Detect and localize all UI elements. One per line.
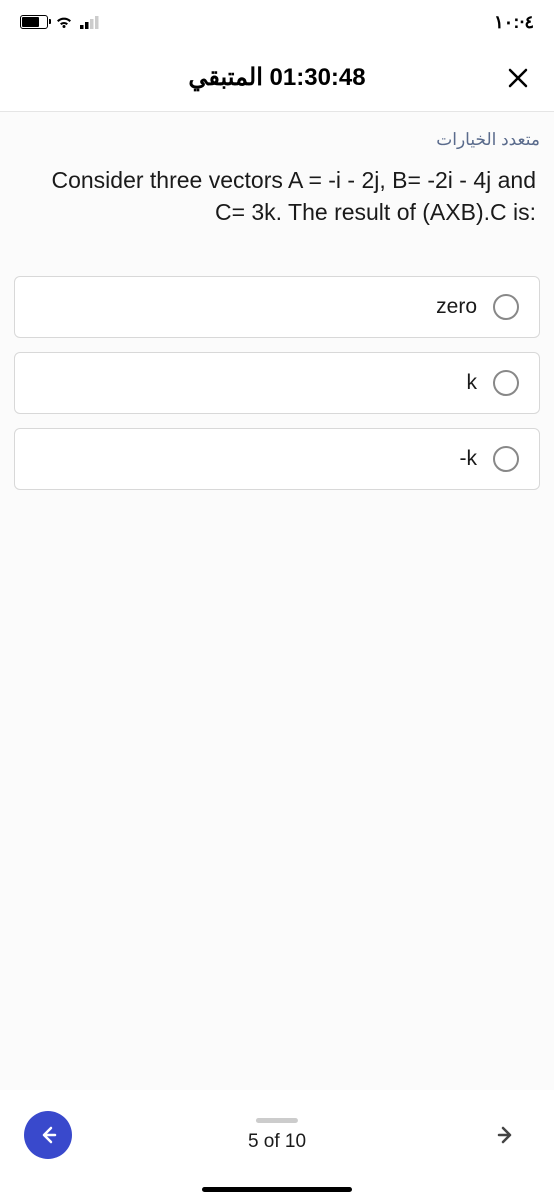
option-1[interactable]: zero [14,276,540,338]
status-left [20,15,102,30]
content-area: متعدد الخيارات Consider three vectors A … [0,112,554,1090]
question-text: Consider three vectors A = -i - 2j, B= -… [14,164,540,228]
next-button[interactable] [482,1111,530,1159]
close-button[interactable] [502,62,534,94]
signal-icon [80,15,102,30]
option-3[interactable]: -k [14,428,540,490]
wifi-icon [54,15,74,30]
option-label: zero [436,295,477,319]
radio-icon [493,294,519,320]
home-indicator[interactable] [202,1187,352,1192]
header: 01:30:48 المتبقي [0,44,554,112]
radio-icon [493,370,519,396]
question-type-label: متعدد الخيارات [14,130,540,150]
status-time: ٤∙:١٠ [494,12,534,33]
option-label: -k [460,447,478,471]
battery-icon [20,15,48,29]
arrow-right-icon [495,1124,517,1146]
option-label: k [467,371,478,395]
progress-bar-icon [256,1118,298,1123]
progress-text: 5 of 10 [248,1131,306,1153]
close-icon [506,66,530,90]
radio-icon [493,446,519,472]
option-2[interactable]: k [14,352,540,414]
progress: 5 of 10 [248,1118,306,1153]
status-bar: ٤∙:١٠ [0,0,554,44]
footer: 5 of 10 [0,1090,554,1200]
timer-label: 01:30:48 المتبقي [188,63,365,92]
options-list: zero k -k [14,276,540,490]
prev-button[interactable] [24,1111,72,1159]
arrow-left-icon [37,1124,59,1146]
